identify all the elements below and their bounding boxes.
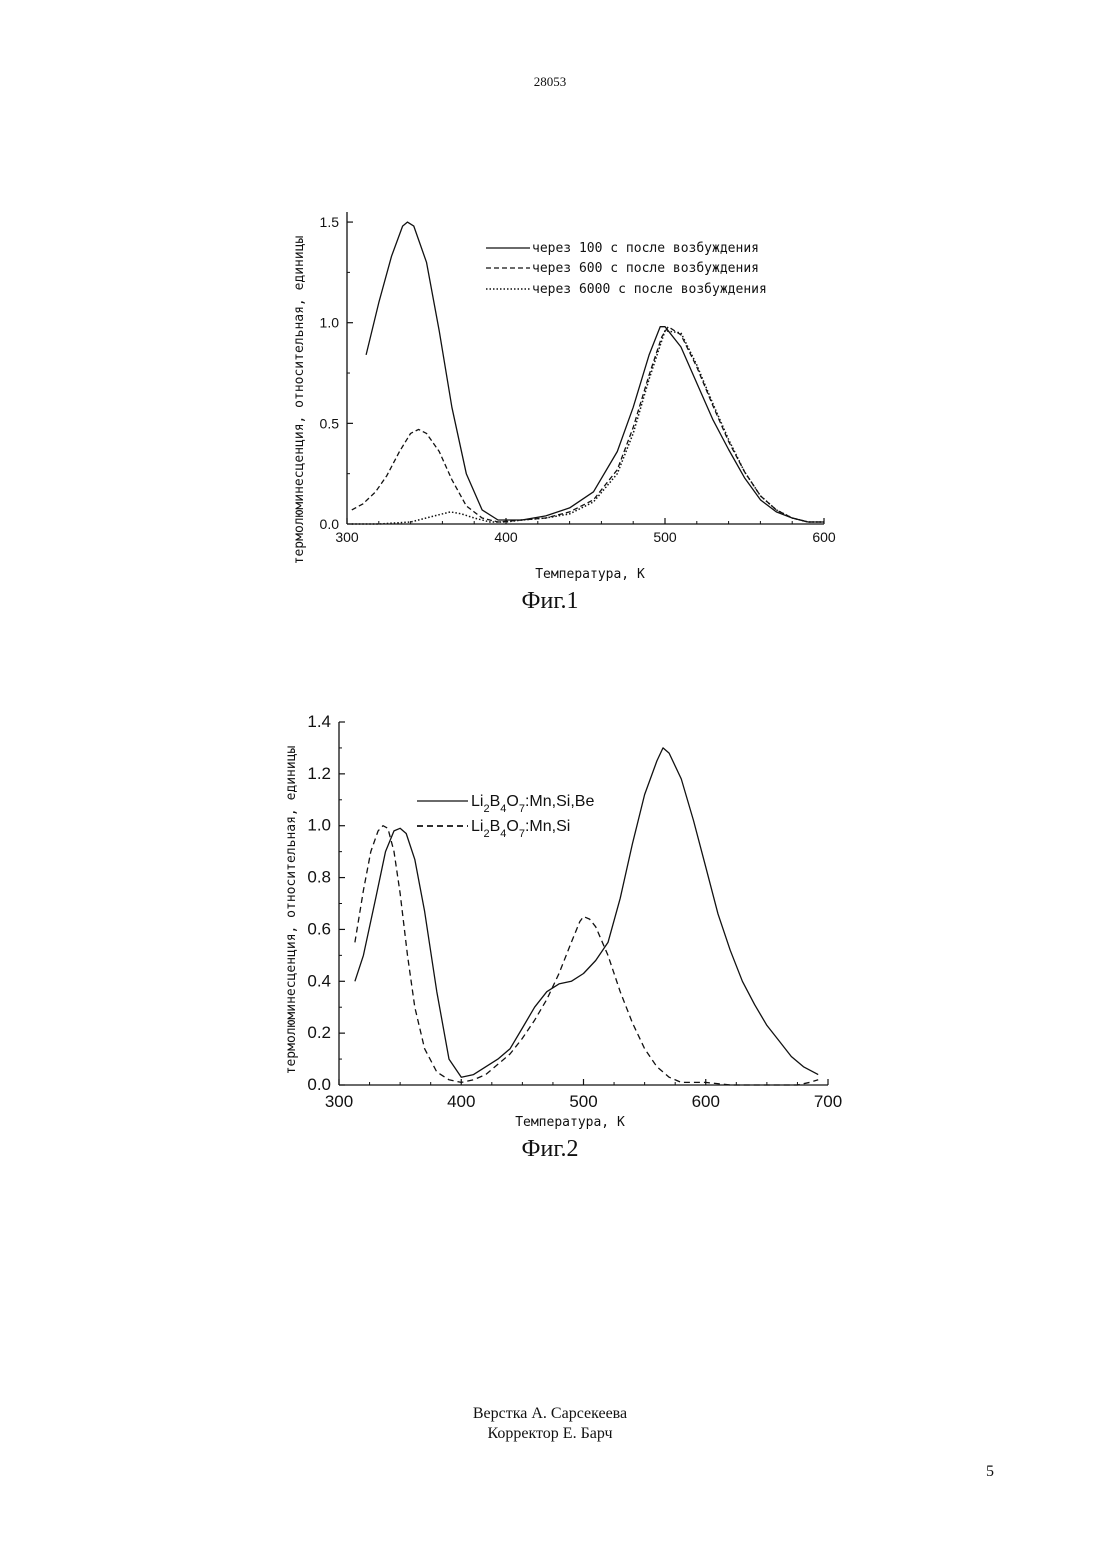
chart-fig2: 3004005006007000.00.20.40.60.81.01.21.4 … — [0, 0, 1100, 1556]
y-tick-label: 0.5 — [320, 415, 340, 431]
x-axis-label: Температура, К — [515, 1115, 625, 1130]
y-tick-label: 1.0 — [307, 816, 331, 835]
document-number: 28053 — [0, 74, 1100, 90]
y-tick-label: 1.4 — [307, 712, 331, 731]
legend-label-2: через 6000 с после возбуждения — [532, 282, 767, 297]
y-tick-label: 1.2 — [307, 764, 331, 783]
y-axis-label: термолюминесценция, относительная, едини… — [292, 235, 307, 564]
x-tick-label: 600 — [692, 1092, 720, 1111]
series-line-1 — [352, 327, 824, 522]
series-line-0 — [366, 222, 824, 522]
legend-label-0: Li2B4O7:Mn,Si,Be — [471, 793, 594, 815]
y-axis-label: термолюминесценция, относительная, едини… — [284, 745, 299, 1074]
y-tick-label: 0.8 — [307, 868, 331, 887]
x-tick-label: 400 — [494, 529, 518, 545]
x-tick-label: 300 — [325, 1092, 353, 1111]
series-line-1 — [355, 826, 818, 1085]
page-number: 5 — [986, 1463, 994, 1481]
x-tick-label: 500 — [653, 529, 677, 545]
series-line-2 — [352, 331, 824, 524]
x-tick-label: 700 — [814, 1092, 842, 1111]
legend-label-0: через 100 с после возбуждения — [532, 241, 759, 256]
footer-corrector: Корректор Е. Барч — [0, 1424, 1100, 1444]
x-tick-label: 400 — [447, 1092, 475, 1111]
y-tick-label: 0.6 — [307, 919, 331, 938]
y-tick-label: 0.2 — [307, 1023, 331, 1042]
x-tick-label: 600 — [812, 529, 836, 545]
y-tick-label: 1.0 — [320, 315, 340, 331]
legend: через 100 с после возбуждения через 600 … — [486, 241, 767, 297]
figure-caption-1: Фиг.1 — [0, 588, 1100, 615]
figure-caption-2: Фиг.2 — [0, 1136, 1100, 1163]
legend: Li2B4O7:Mn,Si,Be Li2B4O7:Mn,Si — [417, 793, 594, 840]
x-axis-label: Температура, К — [535, 567, 645, 582]
y-tick-label: 1.5 — [320, 214, 340, 230]
legend-label-1: Li2B4O7:Mn,Si — [471, 818, 570, 840]
chart-fig1: 3004005006000.00.51.01.5 Температура, К … — [0, 0, 1100, 1556]
footer-layout: Верстка А. Сарсекеева — [0, 1404, 1100, 1424]
series-line-0 — [355, 748, 818, 1077]
footer: Верстка А. Сарсекеева Корректор Е. Барч — [0, 1404, 1100, 1444]
y-tick-label: 0.4 — [307, 971, 331, 990]
y-tick-label: 0.0 — [320, 516, 340, 532]
x-tick-label: 300 — [335, 529, 359, 545]
legend-label-1: через 600 с после возбуждения — [532, 261, 759, 276]
x-tick-label: 500 — [569, 1092, 597, 1111]
y-tick-label: 0.0 — [307, 1075, 331, 1094]
